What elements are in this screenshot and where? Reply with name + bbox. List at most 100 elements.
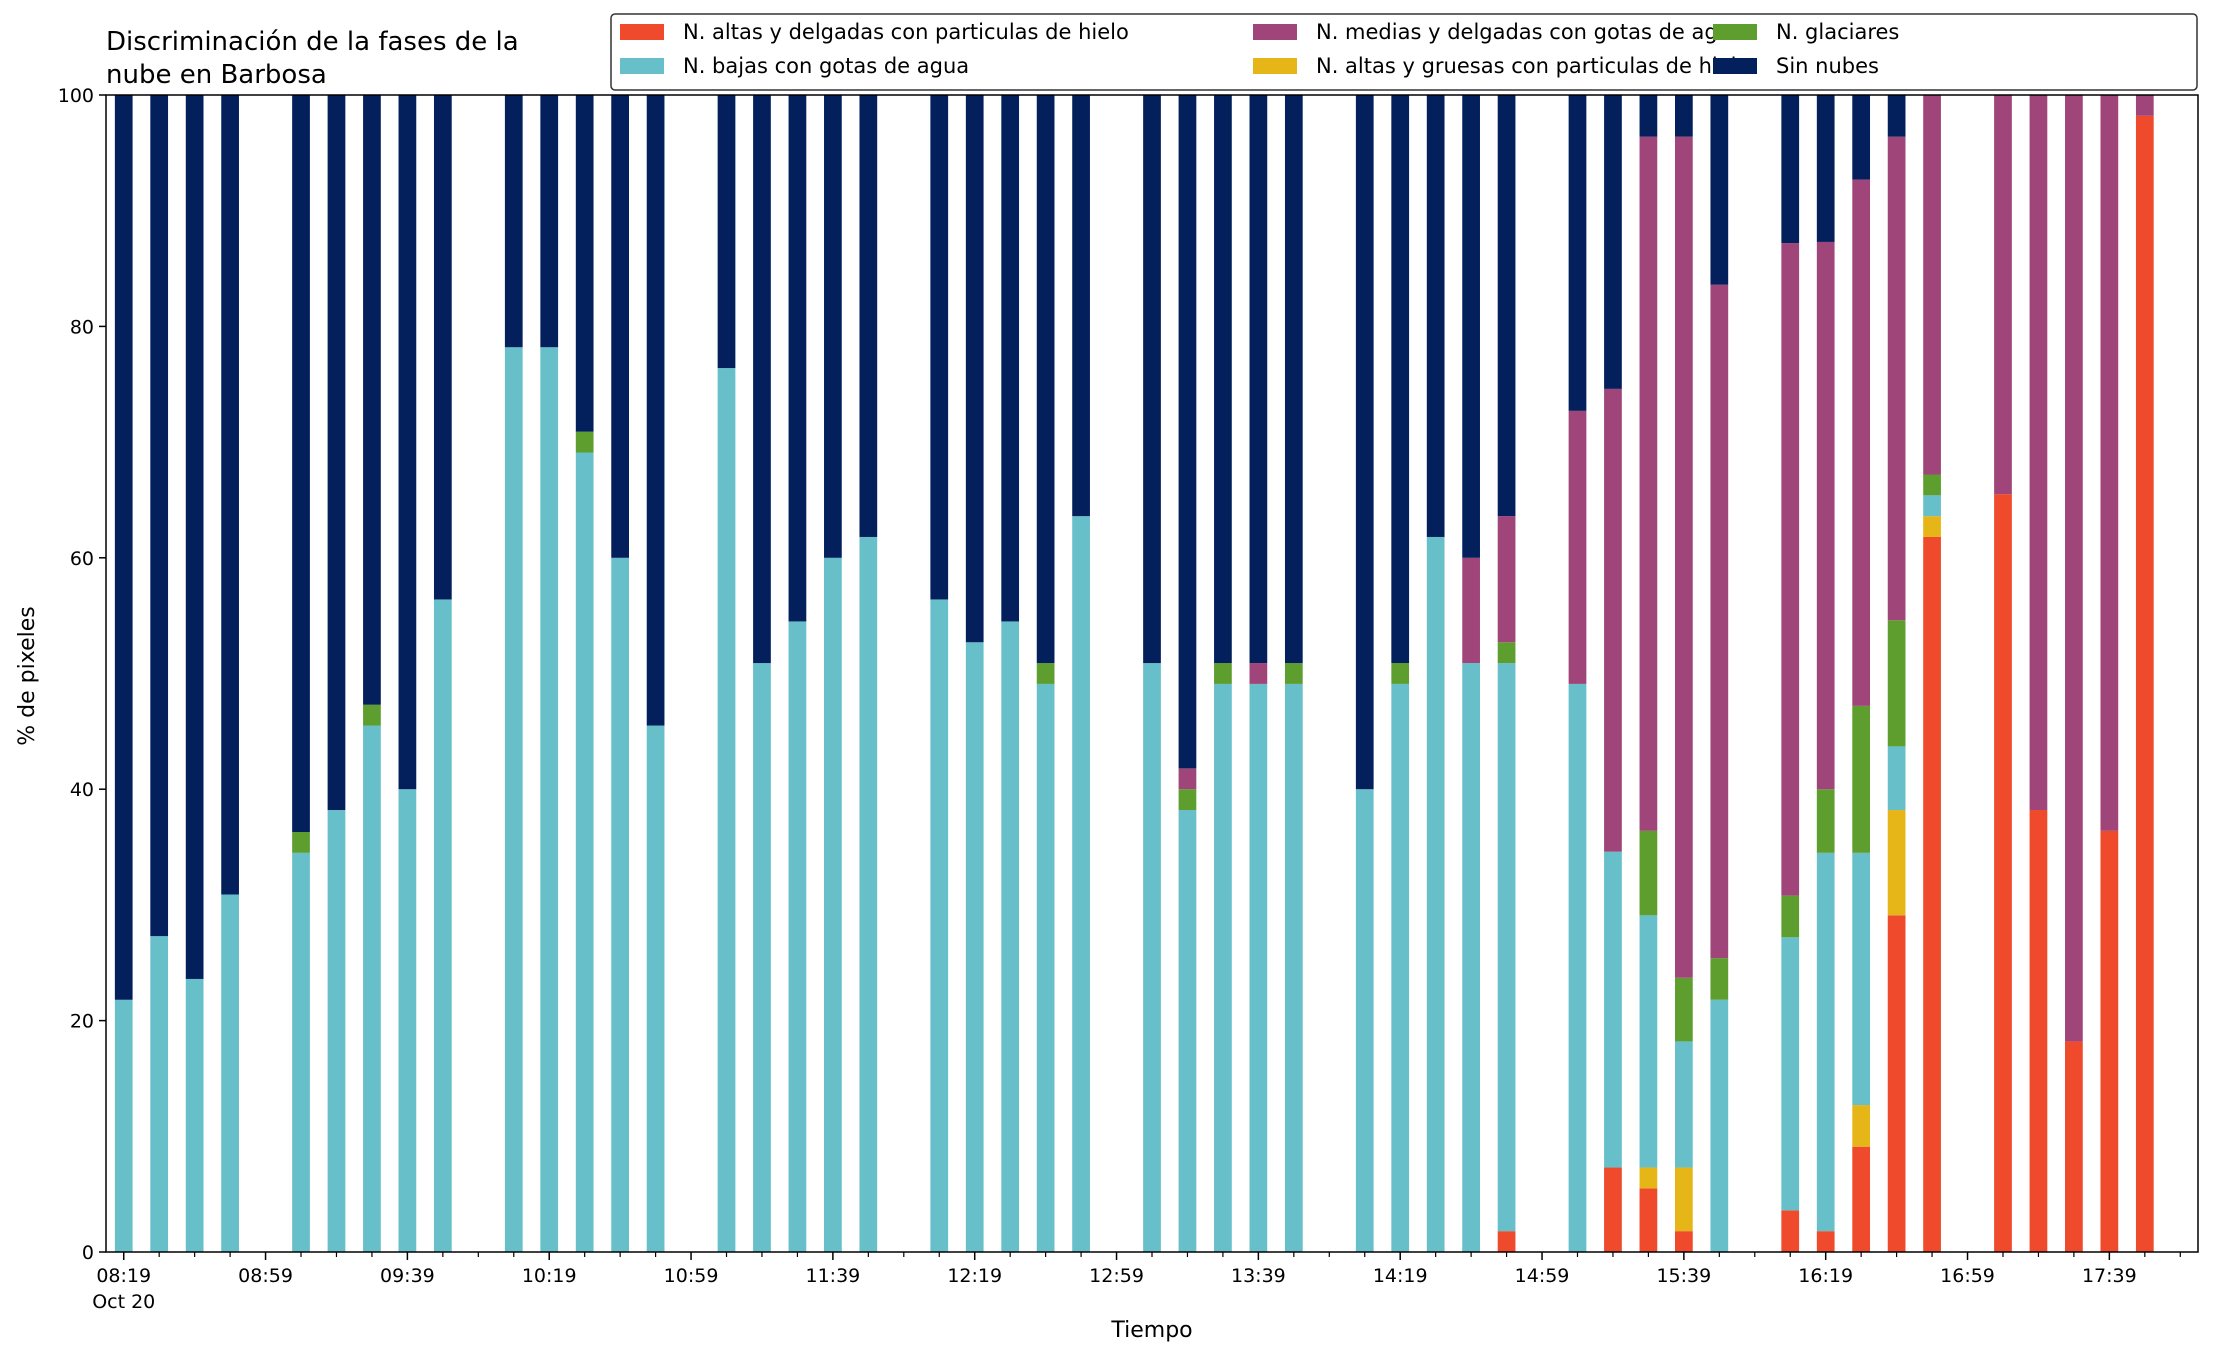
bar-group-1149 xyxy=(859,95,878,1252)
bar-segment xyxy=(1604,851,1622,1168)
bar-group-1449 xyxy=(1497,95,1516,1252)
bar-segment xyxy=(1036,663,1055,684)
bar-segment xyxy=(433,95,452,600)
bar-segment xyxy=(363,725,381,1252)
bar-segment xyxy=(575,95,594,432)
legend-frame xyxy=(610,13,2198,91)
bar-group-1639 xyxy=(1887,95,1906,1252)
bar-segment xyxy=(1887,95,1906,137)
bar-segment xyxy=(292,95,310,833)
x-tick-label: 15:39 xyxy=(1656,1265,1711,1287)
bar-segment xyxy=(540,95,559,348)
bar-group-1439 xyxy=(1462,95,1480,1252)
bar-segment xyxy=(1923,95,1941,475)
bar-segment xyxy=(327,95,346,811)
bar-segment xyxy=(930,95,949,600)
bar-segment xyxy=(717,368,736,1252)
bar-segment xyxy=(150,95,169,937)
bar-group-1729 xyxy=(2065,95,2083,1252)
bar-segment xyxy=(1639,136,1658,831)
x-tick-label: 12:59 xyxy=(1089,1265,1144,1287)
bar-segment xyxy=(1994,494,2012,1252)
bar-segment xyxy=(504,95,523,348)
bar-segment xyxy=(1426,95,1445,537)
bar-group-1509 xyxy=(1568,95,1587,1252)
bar-segment xyxy=(1887,810,1906,916)
bar-segment xyxy=(1852,1105,1871,1147)
bar-segment xyxy=(1072,516,1090,1252)
bar-segment xyxy=(1710,958,1729,1000)
bar-segment xyxy=(292,852,310,1252)
bar-segment xyxy=(1675,1041,1693,1168)
bar-segment xyxy=(1214,683,1232,1252)
bar-segment xyxy=(788,95,807,622)
bar-segment xyxy=(398,95,417,790)
bar-group-1519 xyxy=(1604,95,1622,1252)
bar-segment xyxy=(1249,95,1268,664)
bar-segment xyxy=(1852,1146,1871,1252)
y-tick-label: 40 xyxy=(70,779,94,801)
bar-group-1039 xyxy=(611,95,629,1252)
x-tick-label: 17:39 xyxy=(2082,1265,2137,1287)
x-tick-label: 16:59 xyxy=(1940,1265,1995,1287)
bar-segment xyxy=(1816,789,1835,853)
bar-segment xyxy=(1887,136,1906,621)
bar-group-0929 xyxy=(363,95,381,1252)
bar-segment xyxy=(363,95,381,705)
bar-group-1329 xyxy=(1214,95,1232,1252)
bar-group-1029 xyxy=(575,95,594,1252)
bar-segment xyxy=(646,95,665,726)
bar-segment xyxy=(221,894,239,1252)
bar-group-1249 xyxy=(1072,95,1090,1252)
bar-segment xyxy=(1675,95,1693,137)
bar-segment xyxy=(1604,95,1622,389)
bar-segment xyxy=(1816,1231,1835,1252)
bar-segment xyxy=(1816,241,1835,790)
chart-title-line-2: nube en Barbosa xyxy=(106,60,327,90)
bar-group-0909 xyxy=(292,95,310,1252)
bar-segment xyxy=(1143,95,1161,664)
y-tick-label: 0 xyxy=(82,1242,94,1264)
bar-segment xyxy=(1994,95,2012,495)
bar-group-1239 xyxy=(1036,95,1055,1252)
bar-segment xyxy=(1639,830,1658,916)
bar-segment xyxy=(1568,95,1587,411)
bar-segment xyxy=(433,599,452,1252)
bar-group-1709 xyxy=(1994,95,2012,1252)
bar-segment xyxy=(1781,1210,1800,1252)
bar-segment xyxy=(824,557,842,1252)
bar-segment xyxy=(540,347,559,1253)
x-tick-label: 13:39 xyxy=(1231,1265,1286,1287)
bar-segment xyxy=(1852,852,1871,1106)
bar-segment xyxy=(1887,620,1906,747)
x-tick-label: 11:39 xyxy=(805,1265,860,1287)
bar-group-1339 xyxy=(1249,95,1268,1252)
bar-segment xyxy=(1355,789,1374,1252)
bar-segment xyxy=(2135,115,2154,1253)
bar-segment xyxy=(292,832,310,853)
chart-title-line-1: Discriminación de la fases de la xyxy=(106,27,519,57)
bar-segment xyxy=(1639,1167,1658,1189)
bar-group-1009 xyxy=(504,95,523,1253)
bar-segment xyxy=(859,95,878,537)
bar-segment xyxy=(1497,516,1516,643)
bar-group-1429 xyxy=(1426,95,1445,1252)
bar-segment xyxy=(824,95,842,558)
bar-segment xyxy=(1639,95,1658,137)
bar-group-1049 xyxy=(646,95,665,1252)
bar-segment xyxy=(1214,95,1232,664)
x-axis-label: Tiempo xyxy=(1110,1318,1192,1343)
bar-segment xyxy=(1675,1167,1693,1232)
bar-segment xyxy=(965,642,984,1252)
bar-group-0839 xyxy=(185,95,204,1252)
bar-group-1349 xyxy=(1284,95,1303,1252)
legend-label: N. altas y delgadas con particulas de hi… xyxy=(683,20,1129,44)
bar-segment xyxy=(1462,95,1480,558)
bar-segment xyxy=(1781,895,1800,938)
bar-group-0919 xyxy=(327,95,346,1252)
bar-segment xyxy=(1426,536,1445,1252)
bar-segment xyxy=(1923,474,1941,496)
bar-segment xyxy=(1710,999,1729,1252)
bar-segment xyxy=(1001,95,1020,622)
